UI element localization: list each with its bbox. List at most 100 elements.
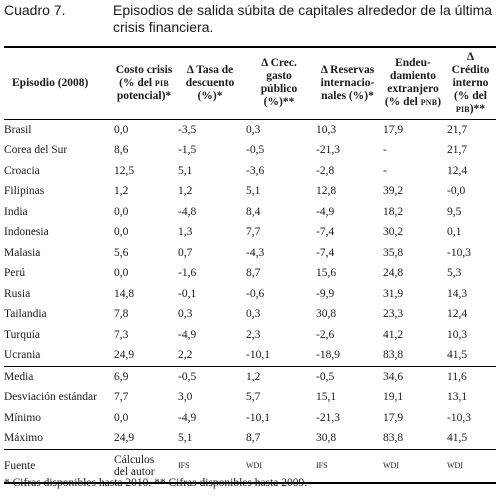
table-cell: -21,3 [316,411,340,424]
data-table: Episodio (2008) Costo crisis (% del PIB … [4,46,496,484]
table-cell: 17,9 [383,411,404,424]
table-cell: -0,5 [176,365,244,387]
table-cell: 14,3 [447,287,468,300]
source-cell: WDI [381,448,445,484]
table-cell: 8,7 [246,267,261,280]
table-row: Malasia 5,6 0,7 -4,3 -7,4 35,8 -10,3 [4,243,496,264]
table-body: Brasil 0,0 -3,5 0,3 10,3 17,9 21,7 Corea del Su… [4,119,496,484]
table-row: Tailandia 7,8 0,3 0,3 30,8 23,3 12,4 [4,304,496,325]
table-cell: 41,5 [447,432,468,445]
row-label: India [4,205,28,218]
table-title: Episodios de salida súbita de capitales … [113,2,493,35]
source-cell: WDI [445,448,496,484]
table-cell: 30,8 [316,432,337,445]
table-cell: 34,6 [381,365,445,387]
table-cell: 13,1 [447,391,468,404]
table-cell: 21,7 [447,123,468,136]
table-cell: 24,9 [114,349,135,362]
table-row: Desviación estándar 7,7 3,0 5,7 15,1 19,1 13,1 [4,387,496,408]
table-cell: 41,2 [383,328,404,341]
table-cell: -2,8 [316,164,335,177]
table-header: Cuadro 7. Episodios de salida súbita de … [4,2,496,42]
col-costo-crisis: Costo crisis (% del PIB potencial)* [115,63,173,102]
table-row: India 0,0 -4,8 8,4 -4,9 18,2 9,5 [4,202,496,223]
table-row: Rusia 14,8 -0,1 -0,6 -9,9 31,9 14,3 [4,284,496,305]
col-episode: Episodio (2008) [12,76,89,89]
table-cell: 1,2 [244,365,314,387]
row-label: Desviación estándar [4,391,97,404]
table-cell: -4,9 [178,411,197,424]
table-cell: 1,3 [178,226,193,239]
source-cell: Cálculos del autor [112,448,176,484]
table-cell: 7,7 [114,391,129,404]
table-cell: 1,2 [114,185,129,198]
row-label: Rusia [4,287,31,300]
table-cell: 0,7 [178,246,193,259]
row-label: Media [4,365,112,387]
col-tasa-descuento: Δ Tasa de descuento (%)* [185,63,235,102]
col-endeudamiento: Endeu- damiento extranjero (% del PNB) [384,57,442,109]
table-cell: 1,2 [178,185,193,198]
source-cell: WDI [244,448,314,484]
table-row: Brasil 0,0 -3,5 0,3 10,3 17,9 21,7 [4,119,496,140]
table-cell: -3,6 [246,164,265,177]
table-cell: 0,3 [246,308,261,321]
table-row: Turquía 7,3 -4,9 2,3 -2,6 41,2 10,3 [4,325,496,346]
table-cell: -10,3 [447,246,471,259]
source-label: Fuente [4,448,112,484]
table-cell: 12,4 [447,308,468,321]
table-cell: 15,6 [316,267,337,280]
table-cell: 31,9 [383,287,404,300]
row-label: Ucrania [4,349,41,362]
table-row: Media 6,9 -0,5 1,2 -0,5 34,6 11,6 [4,365,496,387]
table-cell: 0,0 [114,205,129,218]
table-cell: -18,9 [316,349,340,362]
table-cell: -4,9 [178,328,197,341]
table-cell: -4,8 [178,205,197,218]
table-row: Mínimo 0,0 -4,9 -10,1 -21,3 17,9 -10,3 [4,408,496,429]
row-label: Turquía [4,328,40,341]
table-cell: -0,6 [246,287,265,300]
table-cell: 2,2 [178,349,193,362]
table-cell: 21,7 [447,144,468,157]
table-cell: 24,9 [114,432,135,445]
table-cell: -4,3 [246,246,265,259]
table-cell: -9,9 [316,287,335,300]
table-cell: 39,2 [383,185,404,198]
table-cell: 7,8 [114,308,129,321]
table-cell: 18,2 [383,205,404,218]
table-cell: 30,8 [316,308,337,321]
table-cell: 5,1 [178,164,193,177]
source-cell: IFS [314,448,381,484]
table-cell: 12,5 [114,164,135,177]
table-label: Cuadro 7. [4,2,66,18]
table-row: Perú 0,0 -1,6 8,7 15,6 24,8 5,3 [4,263,496,284]
table-cell: 8,4 [246,205,261,218]
table-cell: - [383,144,387,157]
table-cell: -1,6 [178,267,197,280]
table-cell: 30,2 [383,226,404,239]
table-row: Filipinas 1,2 1,2 5,1 12,8 39,2 -0,0 [4,181,496,202]
footnote: * Cifras disponibles hasta 2010. ** Cifr… [4,477,308,489]
row-label: Malasia [4,246,41,259]
table-cell: 10,3 [447,328,468,341]
table-cell: 0,3 [246,123,261,136]
table-cell: 5,1 [246,185,261,198]
table-row: Ucrania 24,9 2,2 -10,1 -18,9 83,8 41,5 [4,345,496,366]
table-cell: 11,6 [445,365,496,387]
row-label: Croacia [4,164,40,177]
table-cell: 5,6 [114,246,129,259]
table-cell: 0,0 [114,226,129,239]
table-cell: 3,0 [178,391,193,404]
table-cell: 83,8 [383,349,404,362]
table-cell: 15,1 [316,391,337,404]
source-cell: IFS [176,448,244,484]
table-cell: -10,1 [246,349,270,362]
table-cell: 8,7 [246,432,261,445]
table-cell: 0,0 [114,411,129,424]
table-cell: -10,3 [447,411,471,424]
header-row: Episodio (2008) Costo crisis (% del PIB … [4,47,496,119]
table-cell: 35,8 [383,246,404,259]
table-cell: -1,5 [178,144,197,157]
table-cell: -2,6 [316,328,335,341]
